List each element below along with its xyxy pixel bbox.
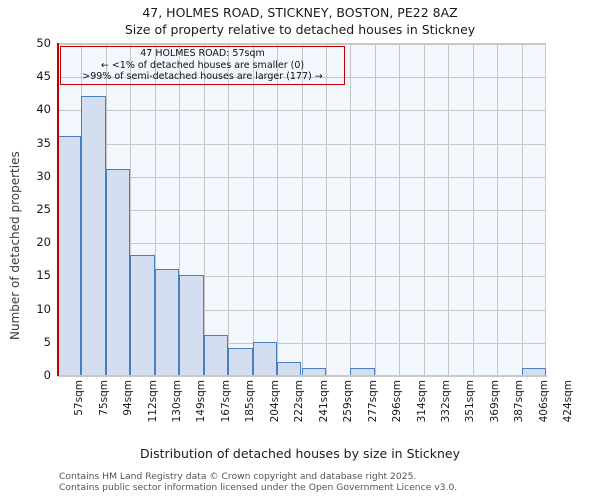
y-axis-ticks: 0 5 10 15 20 25 30 35 40 45 50 [0, 0, 51, 500]
gridline-vertical [179, 44, 181, 375]
x-tick-label: 406sqm [537, 380, 550, 423]
gridline-vertical [374, 44, 376, 375]
histogram-bar [521, 368, 546, 375]
x-tick-label: 75sqm [97, 380, 110, 416]
histogram-bar [252, 341, 278, 375]
gridline-vertical [203, 44, 205, 375]
gridline-vertical [472, 44, 474, 375]
gridline-vertical [423, 44, 425, 375]
x-tick-label: 167sqm [219, 380, 232, 423]
gridline-horizontal [57, 210, 545, 211]
y-tick-label: 45 [36, 69, 51, 84]
gridline-vertical [448, 44, 450, 375]
x-tick-label: 296sqm [391, 380, 404, 423]
gridline-vertical [277, 44, 279, 375]
histogram-bar [130, 255, 155, 375]
gridline-horizontal [57, 176, 545, 178]
x-axis-label: Distribution of detached houses by size … [140, 446, 460, 461]
gridline-vertical [228, 44, 230, 375]
x-tick-label: 332sqm [439, 380, 452, 423]
histogram-bar [203, 335, 229, 375]
gridline-vertical [350, 44, 352, 375]
x-tick-label: 204sqm [268, 380, 281, 423]
x-tick-label: 277sqm [366, 380, 379, 423]
footer-line-2: Contains public sector information licen… [59, 481, 458, 493]
gridline-vertical [301, 44, 303, 375]
gridline-horizontal [57, 342, 545, 344]
subject-property-marker [57, 43, 59, 376]
histogram-bar [301, 368, 326, 375]
annotation-line-3: >99% of semi-detached houses are larger … [82, 71, 323, 83]
chart-title-line-1: 47, HOLMES ROAD, STICKNEY, BOSTON, PE22 … [142, 5, 458, 20]
gridline-vertical [252, 44, 254, 375]
y-tick-label: 20 [36, 235, 51, 250]
gridline-horizontal [57, 110, 545, 112]
x-tick-label: 222sqm [293, 380, 306, 423]
histogram-bar [350, 368, 375, 375]
gridline-vertical [154, 44, 156, 375]
footer-attribution: Contains HM Land Registry data © Crown c… [59, 471, 458, 493]
y-tick-label: 5 [43, 334, 51, 349]
gridline-horizontal [57, 44, 545, 45]
histogram-bar [154, 268, 180, 375]
annotation-line-2: ← <1% of detached houses are smaller (0) [100, 59, 305, 71]
gridline-vertical [497, 44, 499, 375]
histogram-bar [57, 135, 82, 375]
gridline-vertical [130, 44, 132, 375]
x-tick-label: 185sqm [244, 380, 257, 423]
x-tick-label: 351sqm [464, 380, 477, 423]
gridline-vertical [521, 44, 523, 375]
annotation-line-1: 47 HOLMES ROAD: 57sqm [140, 48, 265, 59]
chart-title-line-2: Size of property relative to detached ho… [124, 22, 476, 37]
x-tick-label: 424sqm [562, 380, 575, 423]
gridline-horizontal [57, 243, 545, 245]
x-tick-label: 369sqm [488, 380, 501, 423]
gridline-horizontal [57, 309, 545, 311]
y-tick-label: 10 [36, 301, 51, 316]
y-axis-label: Number of detached properties [8, 151, 22, 340]
plot-area [57, 43, 546, 375]
histogram-bar [81, 96, 106, 375]
x-tick-label: 241sqm [317, 380, 330, 423]
x-tick-label: 149sqm [195, 380, 208, 423]
y-tick-label: 30 [36, 168, 51, 183]
x-tick-label: 94sqm [122, 380, 135, 416]
gridline-horizontal [57, 276, 545, 278]
y-tick-label: 15 [36, 268, 51, 283]
x-tick-label: 57sqm [73, 380, 86, 416]
y-tick-label: 35 [36, 135, 51, 150]
annotation-box: 47 HOLMES ROAD: 57sqm ← <1% of detached … [60, 46, 345, 85]
x-tick-label: 112sqm [146, 380, 159, 423]
y-tick-label: 40 [36, 102, 51, 117]
y-tick-label: 25 [36, 202, 51, 216]
x-tick-label: 314sqm [415, 380, 428, 423]
footer-line-1: Contains HM Land Registry data © Crown c… [59, 471, 417, 482]
gridline-horizontal [57, 77, 545, 79]
gridline-vertical [399, 44, 401, 375]
y-tick-label: 0 [43, 368, 51, 382]
x-tick-label: 130sqm [171, 380, 184, 423]
gridline-vertical [325, 44, 327, 375]
histogram-bar [105, 169, 131, 375]
histogram-bar [228, 348, 253, 375]
gridline-horizontal [57, 143, 545, 145]
x-axis-line [57, 375, 547, 377]
x-tick-label: 259sqm [342, 380, 355, 423]
chart-title: 47, HOLMES ROAD, STICKNEY, BOSTON, PE22 … [0, 4, 600, 38]
histogram-bar [277, 361, 302, 375]
y-tick-label: 50 [36, 36, 51, 50]
histogram-bar [179, 275, 204, 375]
x-tick-label: 387sqm [513, 380, 526, 423]
